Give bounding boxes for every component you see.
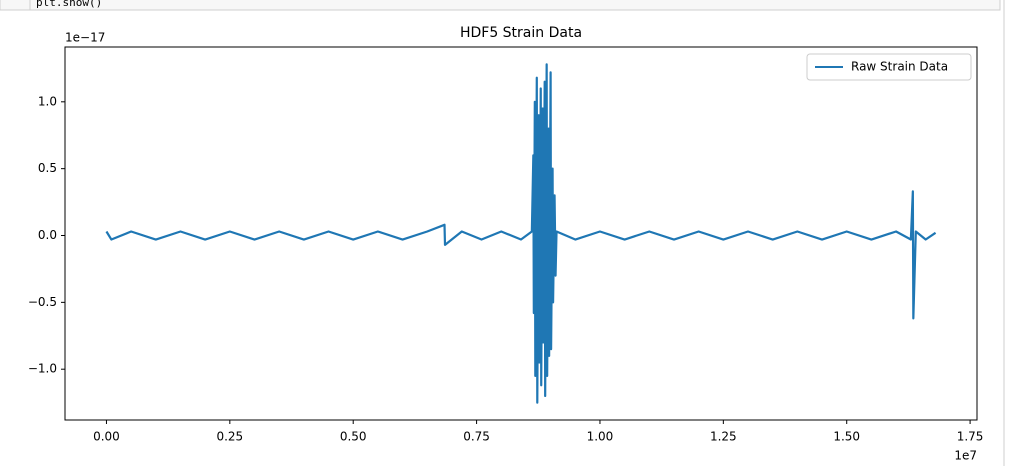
- x-tick-label: 1.00: [587, 430, 614, 444]
- data-line: [105, 63, 937, 404]
- y-offset-label: 1e−17: [65, 31, 105, 45]
- chart-title: HDF5 Strain Data: [460, 25, 582, 41]
- y-tick-label: 1.0: [38, 94, 57, 108]
- x-tick-label: 0.00: [93, 430, 120, 444]
- y-tick-label: 0.5: [38, 161, 57, 175]
- x-offset-label: 1e7: [954, 449, 977, 463]
- x-tick-label: 0.25: [216, 430, 243, 444]
- x-tick-label: 1.25: [710, 430, 737, 444]
- y-tick-label: −0.5: [28, 295, 57, 309]
- legend-label: Raw Strain Data: [851, 60, 948, 74]
- x-tick-label: 1.50: [833, 430, 860, 444]
- y-tick-label: −1.0: [28, 362, 57, 376]
- legend-box: [806, 53, 972, 81]
- x-tick-label: 0.50: [340, 430, 367, 444]
- x-tick-label: 0.75: [463, 430, 490, 444]
- x-tick-label: 1.75: [957, 430, 984, 444]
- code-cell: [0, 0, 1001, 11]
- y-tick-label: 0.0: [38, 228, 57, 242]
- code-text: plt.show(): [36, 0, 102, 9]
- plot-frame: [64, 46, 978, 421]
